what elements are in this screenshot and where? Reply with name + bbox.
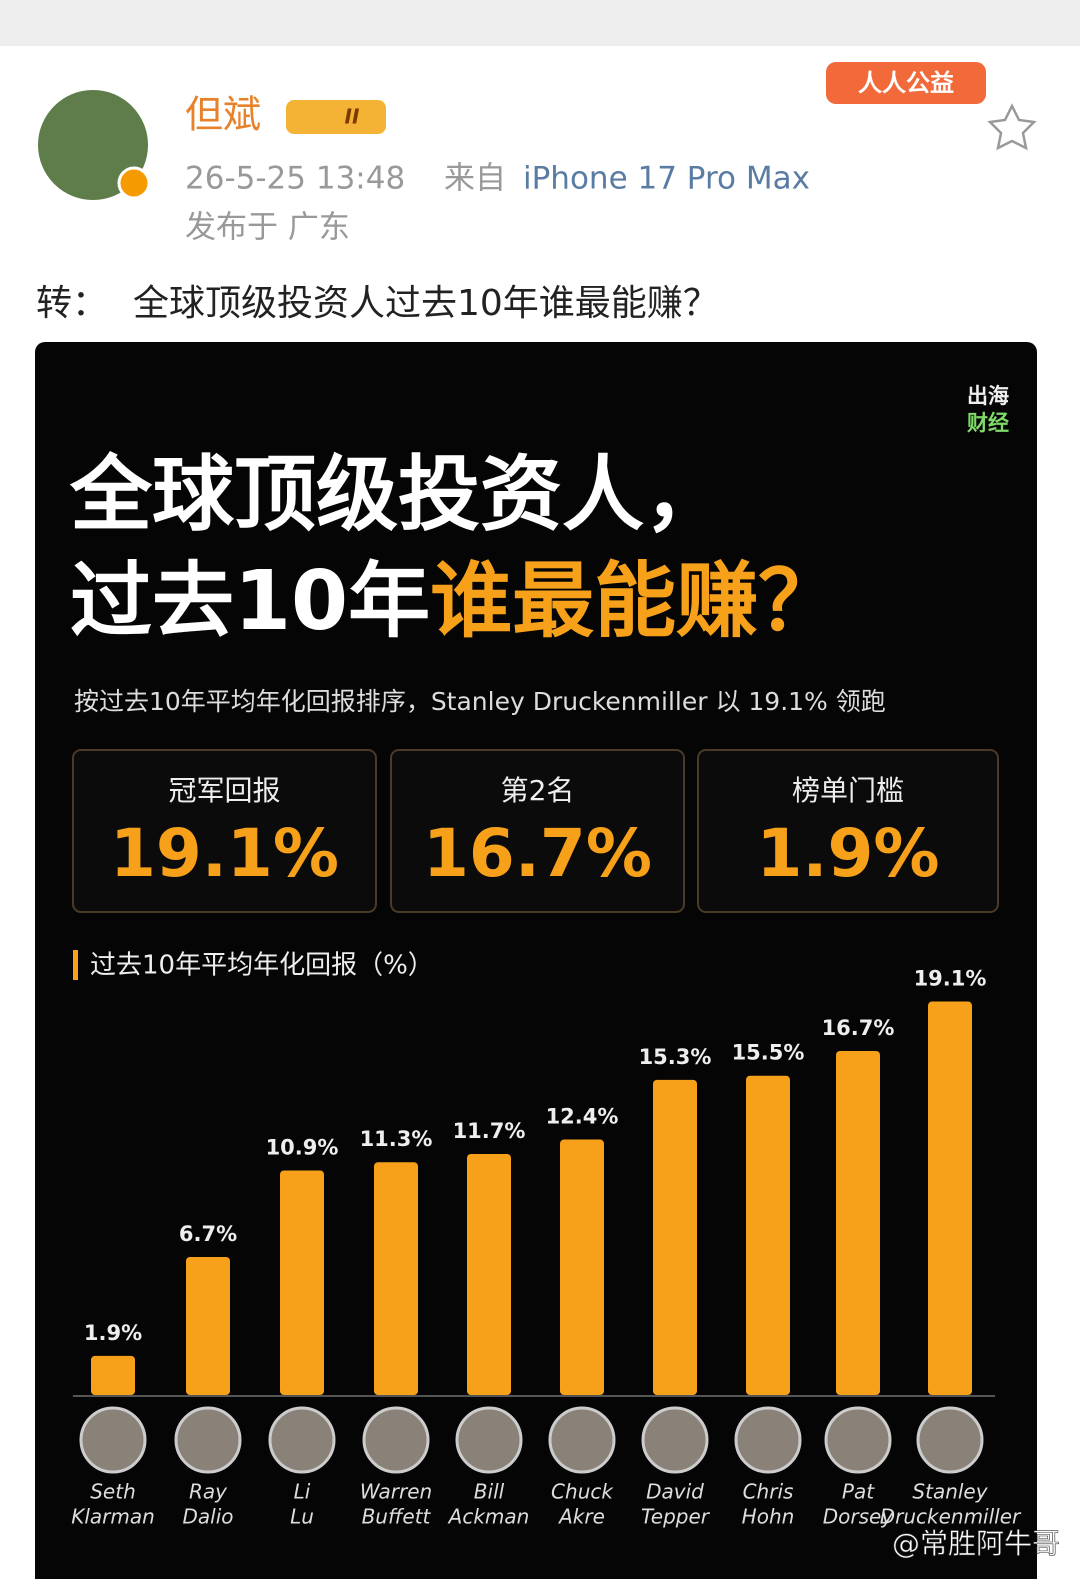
x-tick-label: Klarman bbox=[71, 1505, 155, 1529]
x-tick-label: Ray bbox=[189, 1480, 228, 1504]
portrait bbox=[916, 1406, 984, 1474]
top-bar bbox=[0, 0, 1080, 46]
location: 发布于 广东 bbox=[185, 210, 350, 246]
author[interactable]: 但斌 bbox=[185, 93, 261, 137]
chart-title-mark bbox=[73, 950, 78, 980]
bar bbox=[836, 1050, 880, 1395]
stat-box bbox=[697, 749, 999, 913]
portrait bbox=[455, 1406, 523, 1474]
charity-text: 人人公益 bbox=[858, 69, 954, 97]
brand: 财经 bbox=[967, 411, 1009, 435]
value-label: 1.9% bbox=[84, 1321, 142, 1345]
bar bbox=[560, 1139, 604, 1395]
value-label: 12.4% bbox=[546, 1105, 619, 1129]
charity-badge[interactable] bbox=[826, 62, 986, 104]
bar bbox=[928, 1001, 972, 1395]
x-tick-label: Chris bbox=[743, 1480, 794, 1504]
stat-box bbox=[390, 749, 685, 913]
source-prefix: 来自 bbox=[444, 161, 506, 197]
x-tick-label: Tepper bbox=[641, 1505, 711, 1529]
title-orange: 谁最能赚？ bbox=[430, 554, 840, 649]
value-label: 10.9% bbox=[266, 1135, 339, 1159]
value-label: 19.1% bbox=[914, 967, 987, 991]
value-label: 15.3% bbox=[639, 1045, 712, 1069]
stat-value: 19.1% bbox=[110, 815, 339, 892]
image-title: 全球顶级投资人， bbox=[69, 447, 726, 542]
x-tick-label: David bbox=[646, 1480, 704, 1504]
stat-label: 冠军回报 bbox=[168, 774, 280, 807]
portrait bbox=[641, 1406, 709, 1474]
value-label: 11.3% bbox=[360, 1127, 433, 1151]
title-white: 过去10年 bbox=[70, 554, 430, 649]
value-label: 16.7% bbox=[822, 1016, 895, 1040]
x-tick-label: Li bbox=[294, 1480, 311, 1504]
stat-box bbox=[72, 749, 377, 913]
stat-label: 第2名 bbox=[501, 774, 575, 807]
portrait bbox=[79, 1406, 147, 1474]
stats: 冠军回报 19.1% 第2名 16.7% 榜单门槛 1.9% bbox=[72, 749, 999, 913]
x-tick-label: Dorsey bbox=[823, 1505, 895, 1529]
favorite-icon[interactable] bbox=[987, 103, 1037, 151]
bar bbox=[91, 1355, 135, 1395]
chart-title: 过去10年平均年化回报（%） bbox=[90, 951, 434, 981]
bar bbox=[653, 1079, 697, 1395]
bar bbox=[186, 1256, 230, 1395]
x-tick-label: Pat bbox=[842, 1480, 875, 1504]
portrait bbox=[548, 1406, 616, 1474]
value-label: 6.7% bbox=[179, 1222, 237, 1246]
x-tick-label: Druckenmiller bbox=[880, 1505, 1022, 1529]
portrait bbox=[362, 1406, 430, 1474]
stat-value: 1.9% bbox=[756, 815, 939, 892]
stat-label: 榜单门槛 bbox=[792, 774, 904, 807]
portrait bbox=[268, 1406, 336, 1474]
image-title: 过去10年谁最能赚？ bbox=[70, 554, 840, 649]
bar bbox=[746, 1075, 790, 1395]
verified-badge bbox=[117, 166, 151, 200]
portrait bbox=[734, 1406, 802, 1474]
level-text: II bbox=[345, 105, 360, 129]
source[interactable]: iPhone 17 Pro Max bbox=[523, 161, 810, 197]
value-label: 11.7% bbox=[453, 1119, 526, 1143]
portrait bbox=[824, 1406, 892, 1474]
brand: 出海 bbox=[967, 384, 1009, 408]
x-tick-label: Stanley bbox=[912, 1480, 988, 1504]
x-tick-label: Ackman bbox=[447, 1505, 530, 1529]
x-tick-label: Warren bbox=[360, 1480, 432, 1504]
post-text: 全球顶级投资人过去10年谁最能赚？ bbox=[133, 283, 719, 324]
x-tick-label: Akre bbox=[557, 1505, 605, 1529]
x-tick-label: Seth bbox=[90, 1480, 136, 1504]
post-time: 26-5-25 13:48 bbox=[185, 161, 405, 197]
watermark: @常胜阿牛哥 bbox=[892, 1527, 1060, 1560]
x-tick-label: Lu bbox=[290, 1505, 314, 1529]
bar bbox=[374, 1162, 418, 1395]
value-label: 15.5% bbox=[732, 1041, 805, 1065]
bar bbox=[280, 1170, 324, 1395]
post-prefix: 转： bbox=[36, 283, 108, 324]
bar bbox=[467, 1153, 511, 1395]
x-tick-label: Dalio bbox=[182, 1505, 233, 1529]
stat-value: 16.7% bbox=[423, 815, 652, 892]
x-tick-label: Bill bbox=[474, 1480, 505, 1504]
image-subtitle: 按过去10年平均年化回报排序，Stanley Druckenmiller 以 1… bbox=[74, 687, 886, 716]
avatar[interactable] bbox=[38, 90, 148, 200]
level-badge bbox=[286, 100, 386, 134]
x-tick-label: Hohn bbox=[742, 1505, 795, 1529]
x-tick-label: Chuck bbox=[551, 1480, 614, 1504]
portrait bbox=[174, 1406, 242, 1474]
x-tick-label: Buffett bbox=[362, 1505, 432, 1529]
